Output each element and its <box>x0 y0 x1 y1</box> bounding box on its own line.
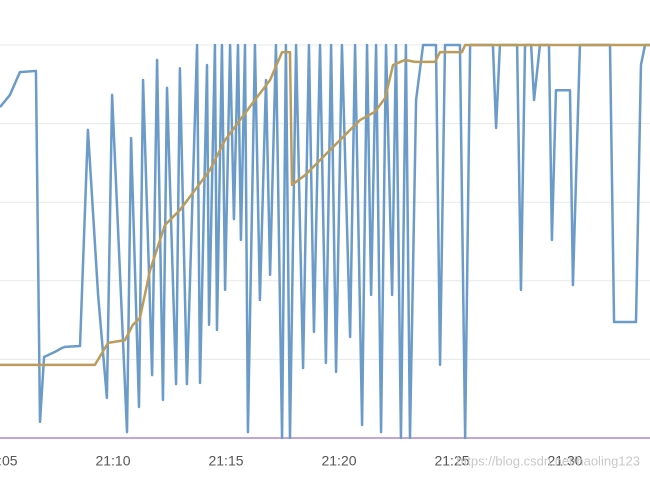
x-tick-label: 21:25 <box>434 453 469 469</box>
watermark: https://blog.csdn.net/haoling123 <box>456 453 640 468</box>
x-tick-label: 21:10 <box>95 453 130 469</box>
series-line <box>0 43 650 367</box>
series-line <box>0 43 650 440</box>
x-tick-label: 21:05 <box>0 453 18 469</box>
x-tick-label: 21:15 <box>208 453 243 469</box>
x-tick-label: 21:20 <box>321 453 356 469</box>
x-tick-label: 21:30 <box>547 453 582 469</box>
